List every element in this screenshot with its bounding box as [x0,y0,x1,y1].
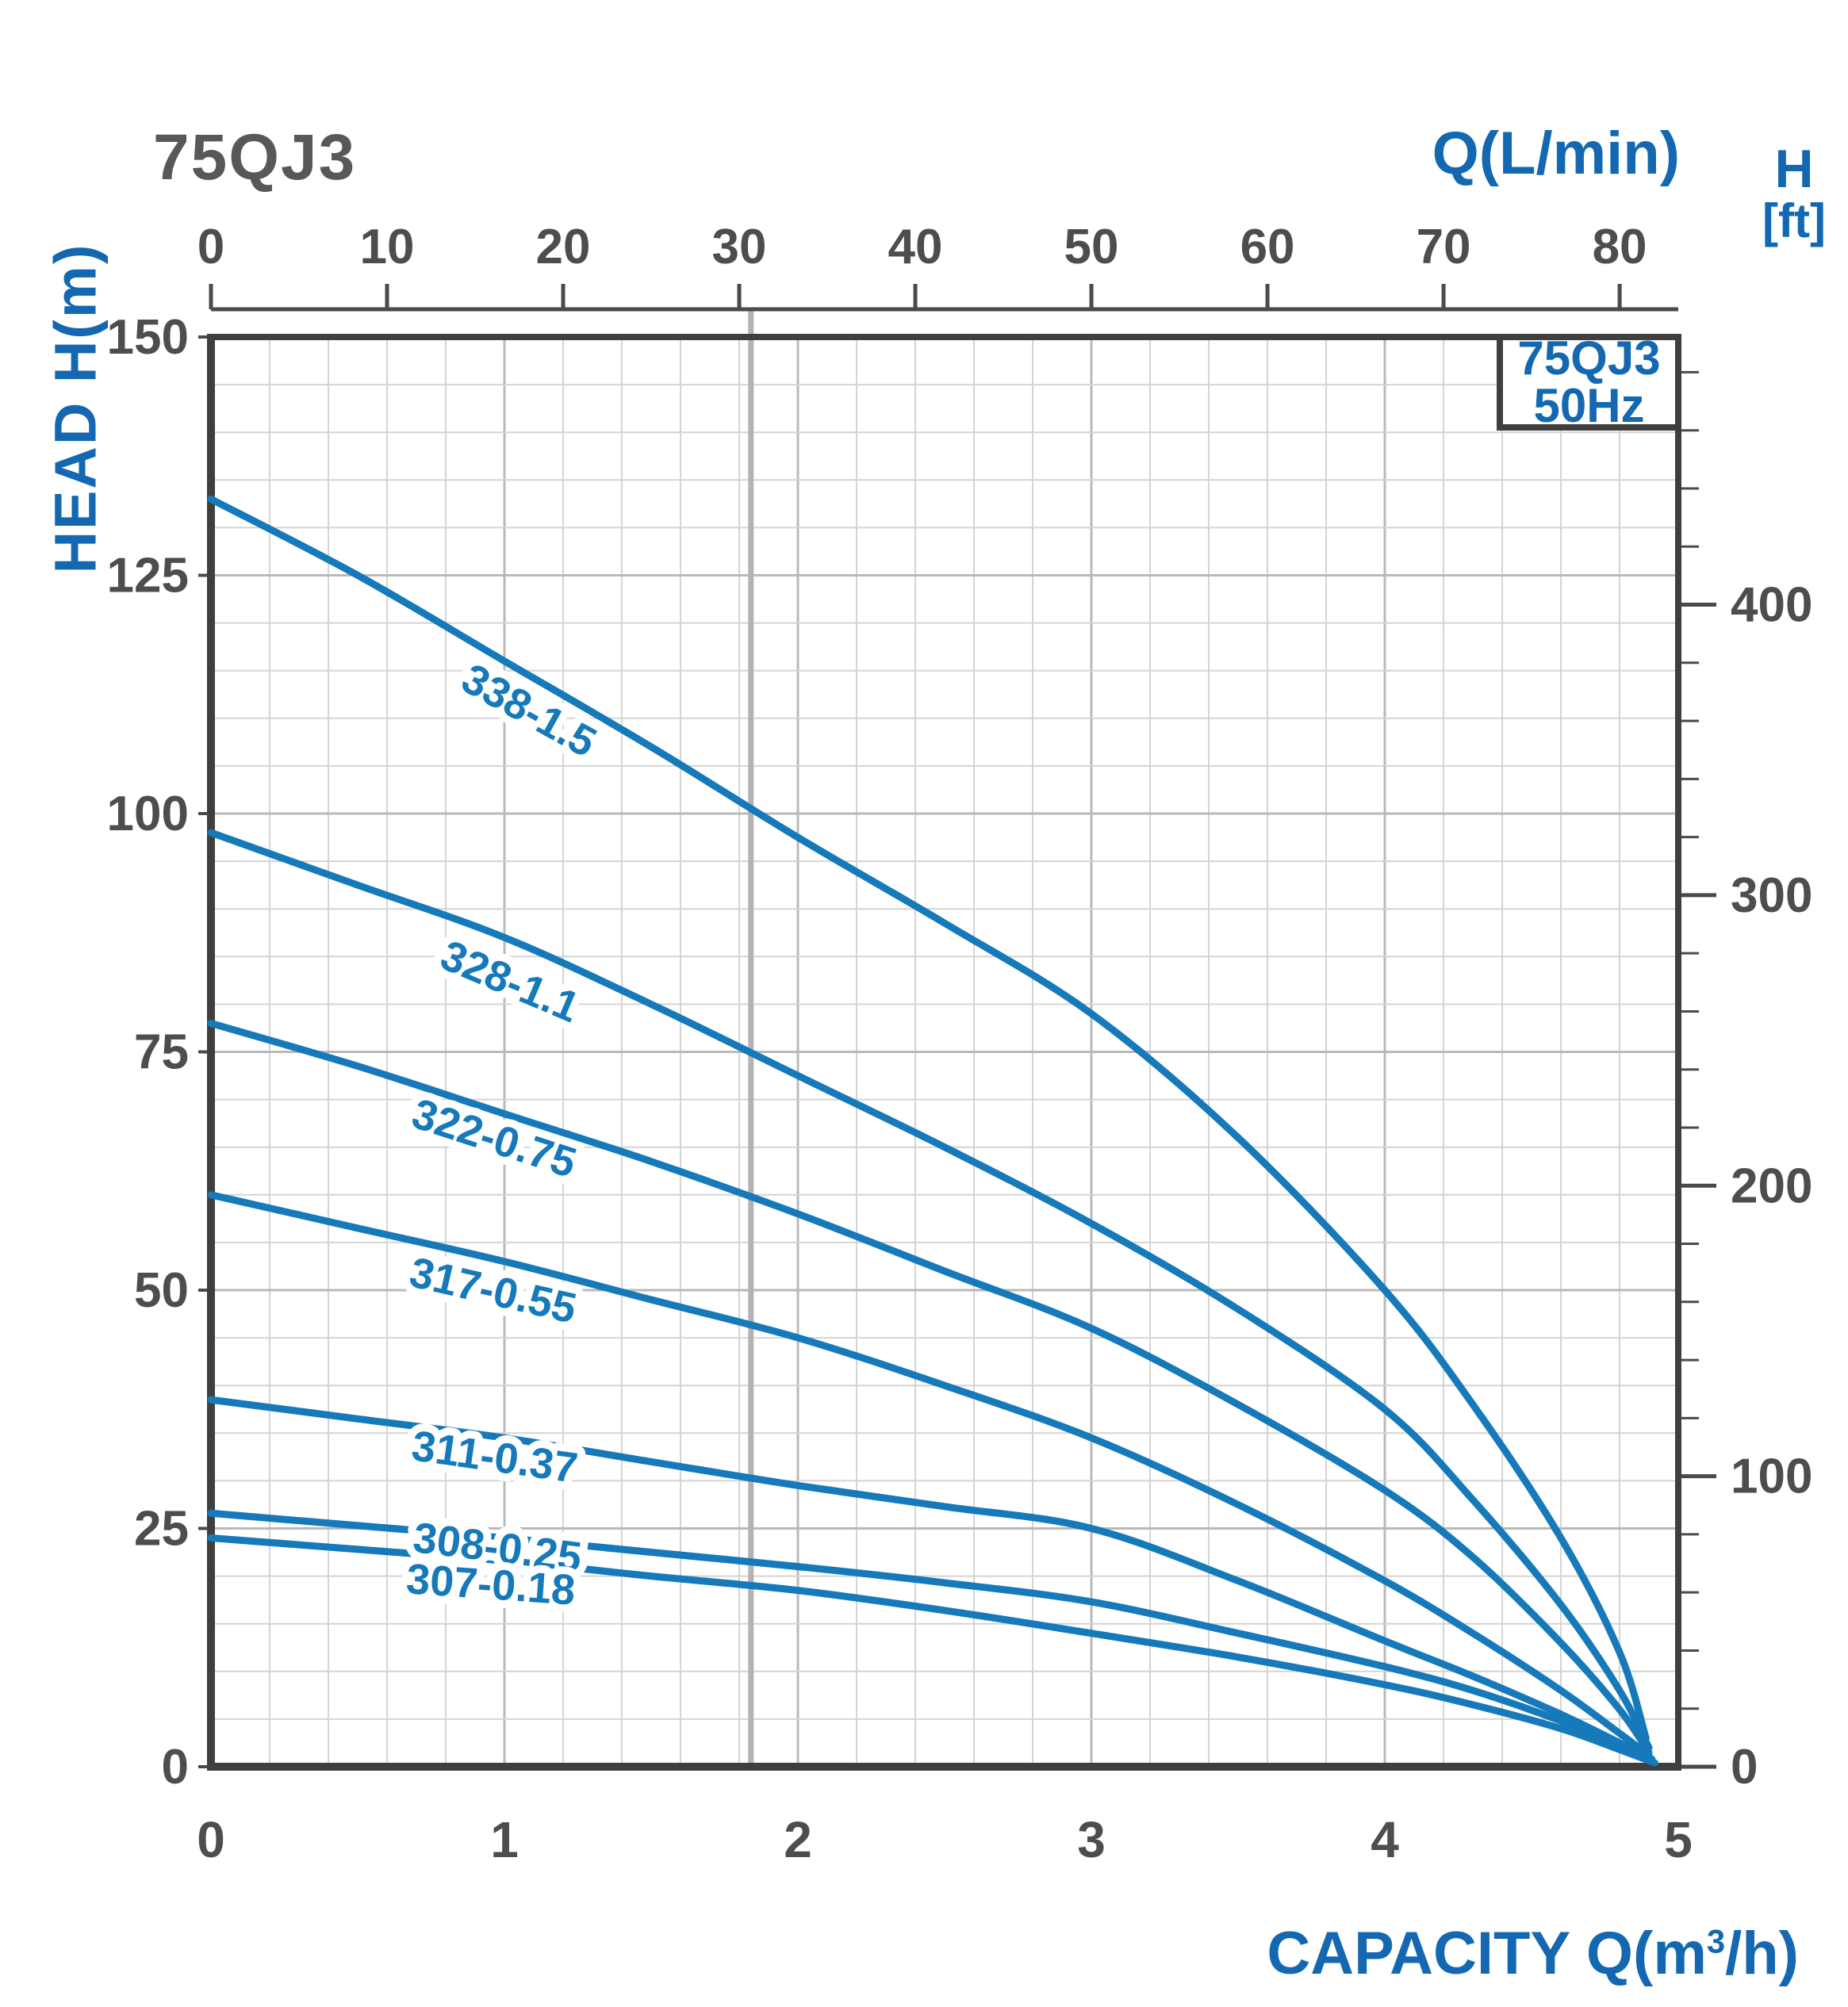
pump-curve-338-1.5 [207,495,1650,1742]
pump-curve-311-0.37 [207,1396,1656,1763]
page-title: 75QJ3 [153,121,357,193]
top-axis-tick-label: 50 [1064,220,1119,274]
top-axis-tick-label: 0 [197,220,224,274]
top-axis-tick-label: 30 [712,220,767,274]
bottom-axis-tick-label: 2 [784,1811,812,1868]
legend-box: 75QJ3 50Hz [1497,334,1681,431]
top-axis-tick-label: 70 [1417,220,1471,274]
top-axis-tick-label: 80 [1593,220,1647,274]
bottom-axis-tick-label: 1 [490,1811,519,1868]
left-axis-tick-label: 25 [134,1502,189,1557]
pump-curve-307-0.18 [207,1534,1658,1767]
left-axis-tick-label: 75 [134,1025,189,1080]
top-axis-tick-label: 10 [360,220,415,274]
left-axis-tick-label: 100 [107,787,189,841]
top-axis-tick-label: 60 [1240,220,1295,274]
bottom-axis-title-prefix: CAPACITY Q(m [1267,1920,1707,1987]
top-axis-tick-label: 40 [888,220,943,274]
bottom-axis-title-suffix: /h) [1725,1920,1799,1987]
left-axis-title: HEAD H(m) [42,243,109,574]
pump-curve-317-0.55 [207,1191,1653,1760]
bottom-axis-title-sup: 3 [1706,1922,1726,1960]
left-axis-tick-label: 150 [107,310,189,365]
right-axis-tick-label: 400 [1731,578,1812,633]
legend-model: 75QJ3 [1517,331,1661,385]
legend-frequency: 50Hz [1533,379,1645,432]
right-axis-tick-label: 300 [1731,868,1812,923]
bottom-axis-tick-label: 4 [1371,1811,1399,1868]
bottom-axis-tick-label: 5 [1664,1811,1693,1868]
right-axis-title-ft: [ft] [1762,194,1826,247]
right-axis-title: H [ft] [1762,141,1826,246]
top-axis-title: Q(L/min) [1432,120,1680,187]
right-axis-title-h: H [1774,139,1814,199]
bottom-axis-tick-label: 3 [1077,1811,1106,1868]
curve-label-322-0.75: 322-0.75 [406,1090,581,1187]
pump-curve-328-1.1 [207,829,1653,1752]
left-axis-tick-label: 125 [107,549,189,603]
right-axis-tick-label: 200 [1731,1159,1812,1213]
bottom-axis-tick-label: 0 [197,1811,225,1868]
left-axis-tick-label: 50 [134,1263,189,1318]
top-axis-tick-label: 20 [536,220,591,274]
pump-curve-308-0.25 [207,1509,1656,1765]
left-axis-tick-label: 0 [162,1740,189,1794]
right-axis-tick-label: 100 [1731,1450,1812,1504]
right-axis-tick-label: 0 [1731,1740,1758,1794]
bottom-axis-title: CAPACITY Q(m3/h) [1267,1919,1799,1988]
pump-curve-322-0.75 [207,1019,1653,1756]
